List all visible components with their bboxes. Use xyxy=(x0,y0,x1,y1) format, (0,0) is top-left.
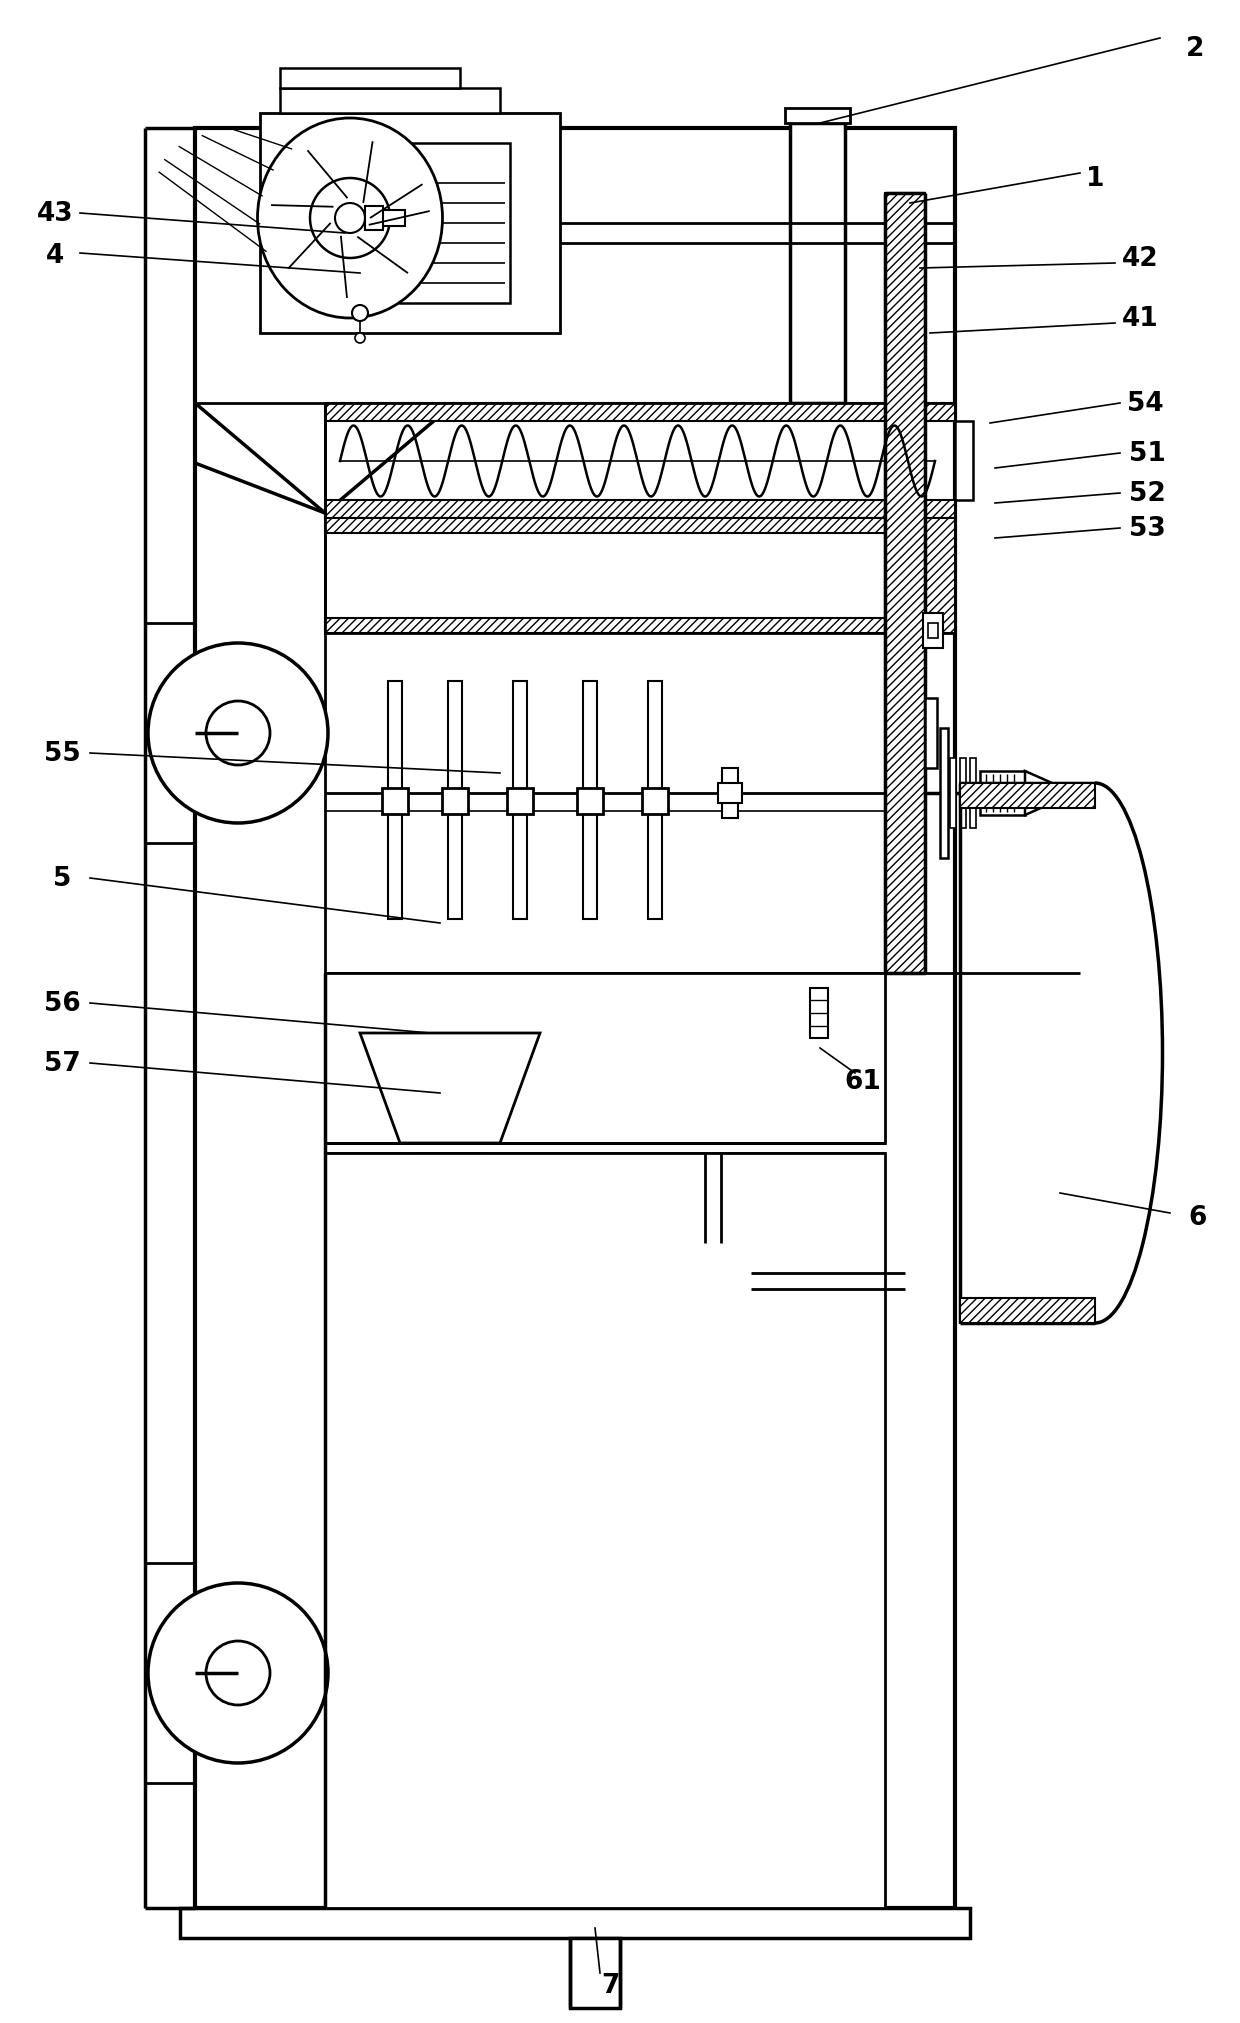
Bar xyxy=(928,623,937,639)
Bar xyxy=(722,769,738,819)
Circle shape xyxy=(352,305,368,322)
Bar xyxy=(325,1153,885,1908)
Text: 42: 42 xyxy=(1122,247,1158,271)
Bar xyxy=(325,973,885,1143)
Circle shape xyxy=(335,204,365,235)
Circle shape xyxy=(310,178,391,259)
Bar xyxy=(940,728,949,858)
Bar xyxy=(925,698,937,769)
Text: 2: 2 xyxy=(1185,36,1204,63)
Bar xyxy=(885,518,955,633)
Bar xyxy=(325,518,885,633)
Bar xyxy=(583,682,596,791)
Bar xyxy=(415,1153,485,1343)
Bar xyxy=(980,771,1025,815)
Bar xyxy=(325,502,955,518)
Bar xyxy=(513,682,527,791)
Bar xyxy=(718,783,742,803)
Bar xyxy=(923,613,942,649)
Text: 52: 52 xyxy=(1128,481,1166,506)
Bar xyxy=(513,809,527,920)
Text: 53: 53 xyxy=(1128,516,1166,542)
Text: 56: 56 xyxy=(43,991,81,1016)
Circle shape xyxy=(206,702,270,765)
Text: 57: 57 xyxy=(43,1050,81,1076)
Bar xyxy=(365,206,383,231)
Bar xyxy=(325,633,885,973)
Bar xyxy=(388,682,402,791)
Text: 54: 54 xyxy=(1127,390,1163,417)
Ellipse shape xyxy=(258,119,443,320)
Bar xyxy=(970,759,976,829)
Text: 4: 4 xyxy=(46,243,64,269)
Polygon shape xyxy=(401,1343,500,1374)
Bar xyxy=(577,789,603,815)
Bar xyxy=(785,109,849,123)
Bar xyxy=(195,129,955,1908)
Text: 1: 1 xyxy=(1086,166,1105,192)
Text: 7: 7 xyxy=(601,1972,619,1999)
Circle shape xyxy=(148,1584,329,1764)
Text: 55: 55 xyxy=(43,740,81,767)
Bar xyxy=(885,518,955,633)
Bar xyxy=(960,1299,1095,1323)
Bar xyxy=(642,789,668,815)
Bar xyxy=(441,789,467,815)
Bar xyxy=(448,682,463,791)
Bar xyxy=(379,210,405,227)
Circle shape xyxy=(148,643,329,823)
Bar xyxy=(325,619,885,633)
Bar xyxy=(401,144,510,303)
Bar xyxy=(325,405,955,421)
Bar xyxy=(960,759,966,829)
Bar xyxy=(388,809,402,920)
Polygon shape xyxy=(360,1034,539,1143)
Bar xyxy=(570,1938,620,2009)
Bar xyxy=(180,1908,970,1938)
Text: 51: 51 xyxy=(1128,441,1166,467)
Bar xyxy=(955,421,973,502)
Circle shape xyxy=(355,334,365,344)
Bar xyxy=(448,809,463,920)
Bar xyxy=(280,69,460,89)
Bar xyxy=(260,113,560,334)
Text: 41: 41 xyxy=(1122,305,1158,332)
Bar xyxy=(810,989,828,1038)
Bar xyxy=(382,789,408,815)
Bar xyxy=(507,789,533,815)
Bar xyxy=(649,809,662,920)
Text: 6: 6 xyxy=(1189,1204,1208,1230)
Bar xyxy=(950,759,956,829)
Bar xyxy=(280,89,500,113)
Text: 43: 43 xyxy=(37,200,73,227)
Bar xyxy=(325,518,885,534)
Text: 61: 61 xyxy=(844,1068,882,1094)
Bar xyxy=(960,783,1095,809)
Bar xyxy=(649,682,662,791)
Polygon shape xyxy=(1025,771,1052,815)
Bar xyxy=(583,809,596,920)
Text: 5: 5 xyxy=(53,866,71,892)
Bar xyxy=(885,194,925,973)
Circle shape xyxy=(206,1641,270,1705)
Ellipse shape xyxy=(396,1376,505,1410)
Bar xyxy=(790,123,844,405)
